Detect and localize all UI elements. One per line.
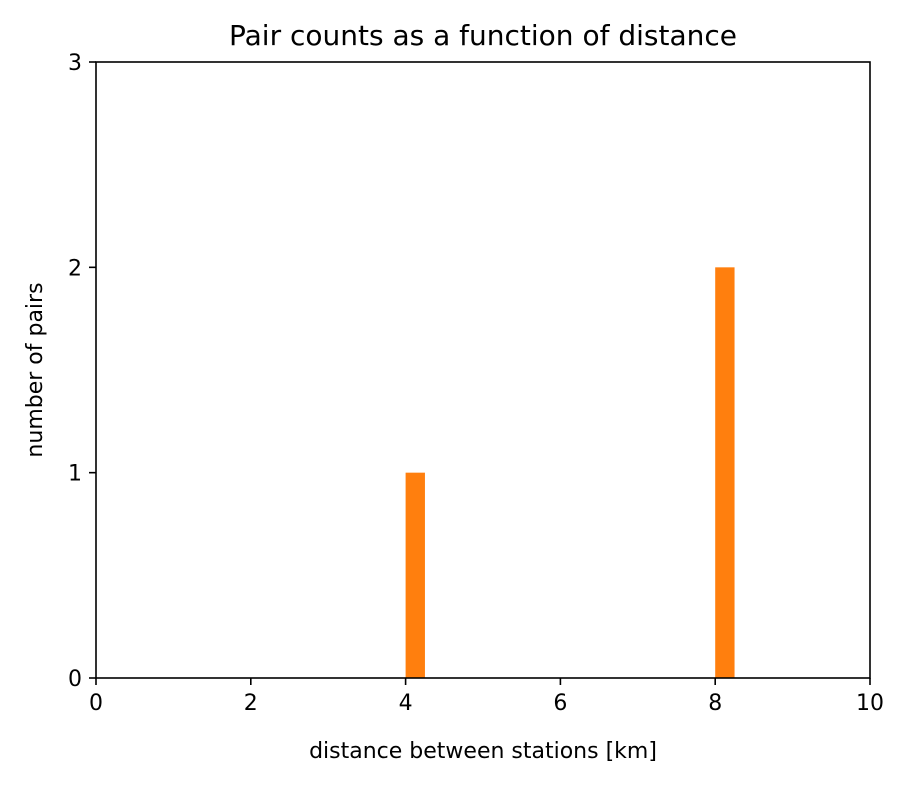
y-axis-label: number of pairs bbox=[23, 282, 48, 457]
x-axis-ticks: 0 2 4 6 8 10 bbox=[89, 678, 884, 716]
x-tick-label-5: 10 bbox=[856, 691, 884, 716]
x-axis-label: distance between stations [km] bbox=[309, 739, 657, 764]
y-tick-label-3: 3 bbox=[68, 51, 82, 76]
y-tick-label-2: 2 bbox=[68, 256, 82, 281]
bar-1 bbox=[715, 267, 735, 678]
x-tick-label-4: 8 bbox=[708, 691, 722, 716]
chart-title: Pair counts as a function of distance bbox=[229, 19, 737, 52]
x-tick-label-3: 6 bbox=[553, 691, 567, 716]
x-tick-label-2: 4 bbox=[399, 691, 413, 716]
bars bbox=[405, 267, 735, 678]
bar-0 bbox=[405, 472, 425, 678]
x-tick-label-1: 2 bbox=[244, 691, 258, 716]
x-tick-label-0: 0 bbox=[89, 691, 103, 716]
y-tick-label-0: 0 bbox=[68, 667, 82, 692]
y-axis-ticks: 0 1 2 3 bbox=[68, 51, 96, 692]
y-tick-label-1: 1 bbox=[68, 462, 82, 487]
plot-frame bbox=[95, 61, 871, 679]
